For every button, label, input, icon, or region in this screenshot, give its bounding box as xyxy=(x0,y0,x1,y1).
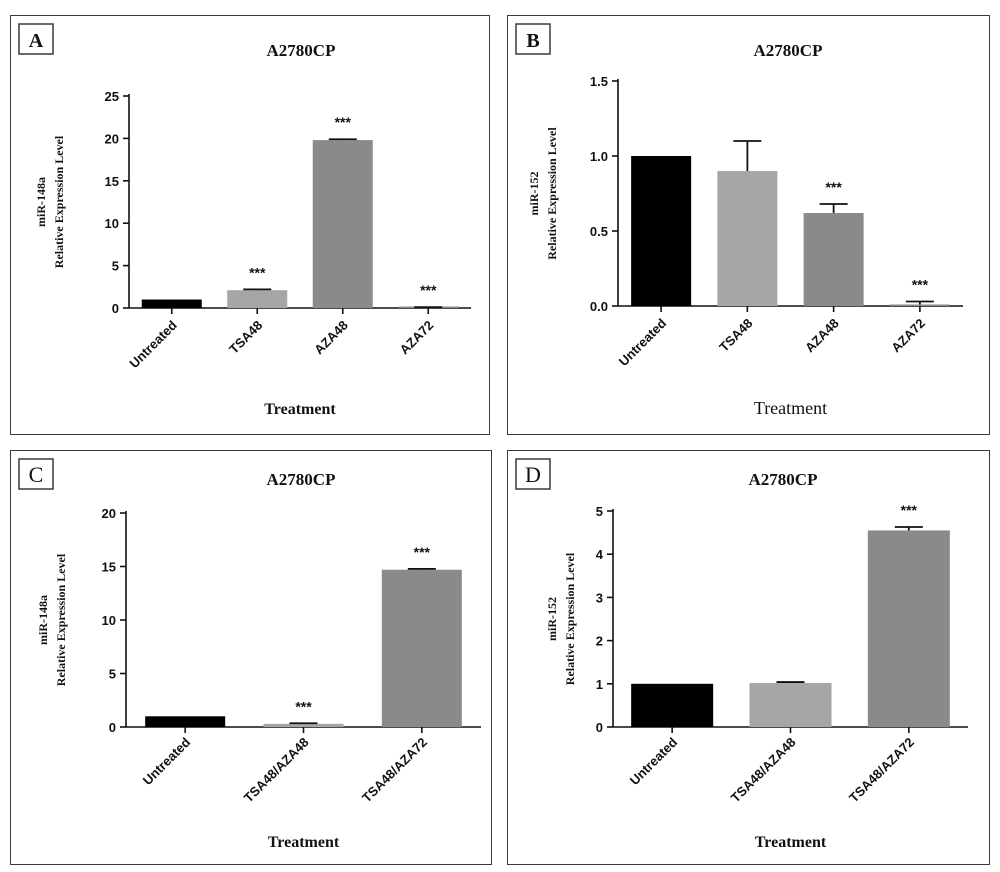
chart-title: A2780CP xyxy=(267,470,336,489)
bar xyxy=(631,683,714,727)
y-tick-label: 10 xyxy=(105,216,119,231)
y-tick-label: 0.5 xyxy=(590,224,608,239)
y-axis-title-line1: miR-152 xyxy=(545,597,559,641)
significance-marker: *** xyxy=(414,544,431,560)
x-category-label: Untreated xyxy=(140,734,194,788)
panel-letter-box xyxy=(515,458,551,490)
y-tick-label: 0 xyxy=(109,720,116,735)
y-tick-label: 15 xyxy=(102,560,116,575)
x-category-label: TSA48 xyxy=(226,318,265,357)
significance-marker: *** xyxy=(901,502,918,518)
chart-svg-d: D A2780CP miR-152 Relative Expression Level… xyxy=(515,458,968,851)
chart-title: A2780CP xyxy=(754,41,823,60)
panel-letter-box xyxy=(18,458,54,490)
panel-letter: B xyxy=(526,30,539,52)
y-tick-label: 1.5 xyxy=(590,74,608,89)
x-axis-title: Treatment xyxy=(754,398,827,418)
y-axis-title-line1: miR-148a xyxy=(34,177,48,227)
x-category-label: AZA72 xyxy=(397,318,437,358)
y-tick-label: 20 xyxy=(105,131,119,146)
x-axis-title: Treatment xyxy=(268,834,340,851)
x-category-label: Untreated xyxy=(616,315,670,369)
y-tick-label: 25 xyxy=(105,89,119,104)
y-tick-label: 5 xyxy=(112,259,119,274)
y-axis-title-line1: miR-148a xyxy=(36,595,50,645)
significance-marker: *** xyxy=(335,114,352,130)
y-tick-label: 4 xyxy=(596,547,604,562)
y-tick-label: 1 xyxy=(596,677,603,692)
significance-marker: *** xyxy=(295,698,312,714)
chart-svg-a: A A2780CP miR-148a Relative Expression Leve… xyxy=(18,23,471,418)
significance-marker: *** xyxy=(825,179,842,195)
chart-title: A2780CP xyxy=(749,470,818,489)
panel-letter: A xyxy=(29,30,44,52)
bar xyxy=(263,723,344,727)
bar xyxy=(803,213,864,306)
panel-letter-box xyxy=(515,23,551,55)
bar xyxy=(141,299,202,308)
x-category-label: TSA48/AZA72 xyxy=(846,735,917,806)
panel-letter: D xyxy=(525,462,541,487)
x-category-label: Untreated xyxy=(126,317,180,371)
y-tick-label: 5 xyxy=(109,667,116,682)
significance-marker: *** xyxy=(420,282,437,298)
chart-title: A2780CP xyxy=(267,41,336,60)
chart-svg-c: C A2780CP miR-148a Relative Expression Leve… xyxy=(18,458,481,851)
chart-panel-b: B A2780CP miR-152 Relative Expression Level… xyxy=(507,15,990,435)
x-category-label: AZA72 xyxy=(888,316,928,356)
bar xyxy=(381,569,462,727)
y-tick-label: 0 xyxy=(596,720,603,735)
bar xyxy=(631,156,692,306)
chart-panel-a: A A2780CP miR-148a Relative Expression Leve… xyxy=(10,15,490,435)
bar xyxy=(749,682,832,727)
panel-letter-box xyxy=(18,23,54,55)
panel-letter: C xyxy=(29,462,44,487)
y-tick-label: 1.0 xyxy=(590,149,608,164)
x-axis-title: Treatment xyxy=(264,401,336,418)
x-category-label: TSA48 xyxy=(716,316,755,355)
x-category-label: TSA48/AZA72 xyxy=(359,735,430,806)
x-axis-title: Treatment xyxy=(755,834,827,851)
y-tick-label: 3 xyxy=(596,590,603,605)
y-tick-label: 10 xyxy=(102,613,116,628)
x-category-label: AZA48 xyxy=(311,318,351,358)
bar xyxy=(312,140,373,308)
y-tick-label: 2 xyxy=(596,634,603,649)
x-category-label: Untreated xyxy=(627,734,681,788)
significance-marker: *** xyxy=(912,277,929,293)
y-tick-label: 0.0 xyxy=(590,299,608,314)
y-tick-label: 15 xyxy=(105,174,119,189)
x-category-label: TSA48/AZA48 xyxy=(728,735,799,806)
significance-marker: *** xyxy=(249,264,266,280)
y-tick-label: 20 xyxy=(102,506,116,521)
y-axis-title-line1: miR-152 xyxy=(527,172,541,216)
chart-svg-b: B A2780CP miR-152 Relative Expression Level… xyxy=(515,23,963,418)
chart-panel-c: C A2780CP miR-148a Relative Expression Leve… xyxy=(10,450,492,865)
y-axis-title-line2: Relative Expression Level xyxy=(563,552,577,685)
bar xyxy=(227,290,288,308)
y-tick-label: 0 xyxy=(112,301,119,316)
bar xyxy=(145,716,226,727)
x-category-label: TSA48/AZA48 xyxy=(241,735,312,806)
bar xyxy=(717,171,778,306)
y-tick-label: 5 xyxy=(596,504,603,519)
y-axis-title-line2: Relative Expression Level xyxy=(52,135,66,268)
y-axis-title-line2: Relative Expression Level xyxy=(54,553,68,686)
bar xyxy=(889,304,950,306)
x-category-label: AZA48 xyxy=(802,316,842,356)
chart-panel-d: D A2780CP miR-152 Relative Expression Level… xyxy=(507,450,990,865)
bar xyxy=(867,530,950,727)
y-axis-title-line2: Relative Expression Level xyxy=(545,127,559,260)
